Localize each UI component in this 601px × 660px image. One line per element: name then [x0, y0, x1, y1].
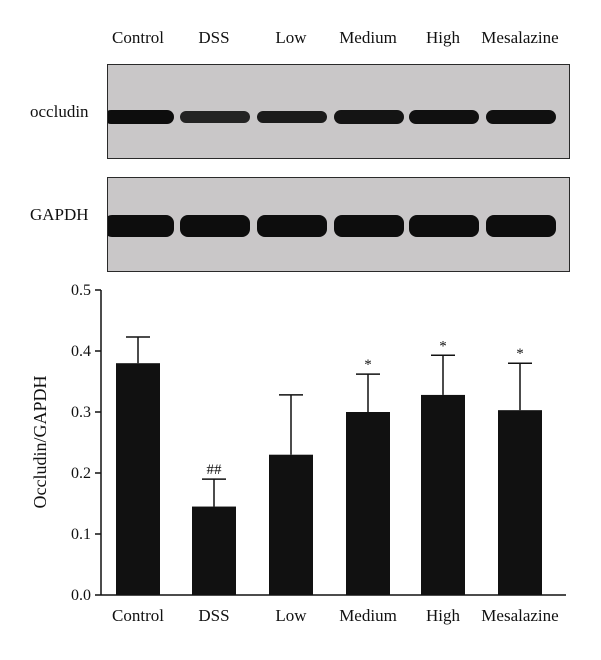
western-blot-gapdh — [107, 177, 570, 272]
bar-high — [421, 394, 465, 595]
band-occludin-medium — [334, 110, 404, 124]
x-tick-label: High — [426, 606, 461, 625]
band-gapdh-mesalazine — [486, 215, 556, 237]
lane-label-dss: DSS — [198, 28, 230, 47]
bar-dss — [192, 506, 236, 595]
bar-low — [269, 454, 313, 595]
y-tick-label: 0.4 — [71, 343, 91, 360]
band-occludin-low — [257, 110, 327, 124]
y-tick-label: 0.5 — [71, 282, 91, 299]
chart-x-tick-labels: Control DSS Low Medium High Mesalazine — [112, 606, 559, 625]
band-gapdh-medium — [334, 215, 404, 237]
y-tick-label: 0.3 — [71, 404, 91, 421]
band-occludin-dss — [180, 111, 250, 123]
significance-marker: * — [439, 338, 447, 354]
blot-label-gapdh: GAPDH — [30, 205, 89, 224]
band-occludin-high — [409, 110, 479, 124]
x-tick-label: Mesalazine — [481, 606, 558, 625]
bar-mesalazine — [498, 410, 542, 595]
x-tick-label: Medium — [339, 606, 397, 625]
band-gapdh-control — [108, 215, 174, 237]
bar-control — [116, 363, 160, 595]
bar-medium — [346, 412, 390, 595]
band-gapdh-dss — [180, 215, 250, 237]
lane-label-high: High — [426, 28, 460, 47]
western-blot-occludin — [107, 64, 570, 159]
significance-marker: * — [516, 346, 524, 362]
x-tick-label: Low — [275, 606, 307, 625]
significance-marker: ## — [207, 462, 223, 478]
y-tick-label: 0.2 — [71, 465, 91, 482]
band-gapdh-high — [409, 215, 479, 237]
lane-label-medium: Medium — [339, 28, 397, 47]
y-axis-label: Occludin/GAPDH — [30, 376, 50, 509]
band-occludin-control — [108, 110, 174, 124]
bar-chart: 0.0 0.1 0.2 0.3 0.4 0.5 ## * * * Control DSS Low Me… — [30, 282, 566, 625]
chart-bars: ## * * * — [116, 336, 542, 595]
significance-marker: * — [364, 357, 372, 373]
y-tick-label: 0.0 — [71, 587, 91, 604]
lane-label-low: Low — [275, 28, 307, 47]
y-tick-label: 0.1 — [71, 526, 91, 543]
band-gapdh-low — [257, 215, 327, 237]
chart-axes: 0.0 0.1 0.2 0.3 0.4 0.5 — [71, 282, 566, 604]
lane-label-mesalazine: Mesalazine — [481, 28, 559, 47]
x-tick-label: Control — [112, 606, 164, 625]
blot-label-occludin: occludin — [30, 102, 89, 121]
band-occludin-mesalazine — [486, 110, 556, 124]
x-tick-label: DSS — [198, 606, 229, 625]
lane-label-control: Control — [112, 28, 164, 47]
